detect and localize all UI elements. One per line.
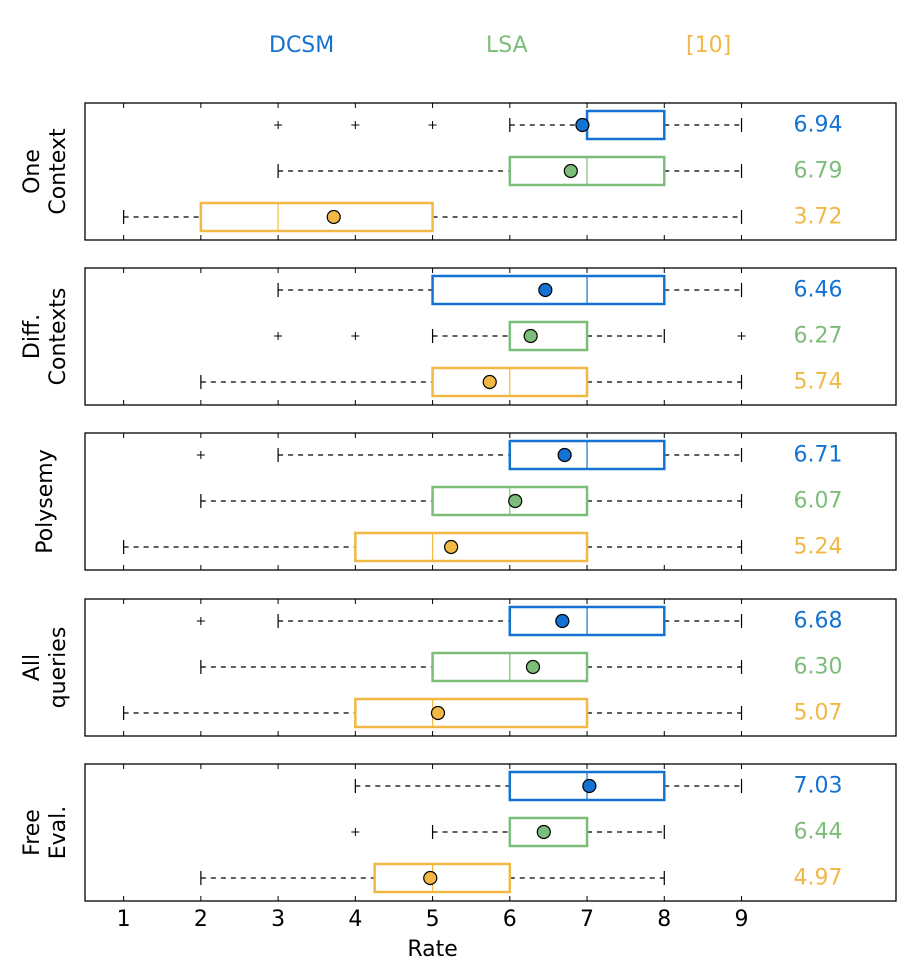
panel-label: Eval.	[46, 806, 71, 860]
panel-label: Contexts	[46, 288, 71, 386]
x-tick-label: 4	[348, 907, 362, 932]
panel-frame	[84, 102, 897, 241]
box-iqr	[585, 109, 666, 141]
x-tick-label: 5	[426, 907, 440, 932]
mean-point	[557, 447, 572, 463]
panel-frame	[84, 432, 897, 571]
panel-label: Context	[46, 128, 71, 215]
mean-value-label: 6.07	[794, 489, 843, 514]
box-iqr	[354, 697, 589, 729]
panel-label: Free	[20, 809, 45, 856]
panel-label: Diff.	[20, 314, 45, 359]
outlier-marker	[196, 451, 205, 459]
panel-label: queries	[46, 627, 71, 709]
mean-value-label: 6.68	[794, 609, 843, 634]
mean-value-label: 6.27	[794, 324, 843, 349]
mean-value-label: 5.24	[794, 535, 843, 560]
box-iqr	[508, 320, 589, 352]
mean-point	[555, 613, 570, 629]
x-tick-label: 7	[580, 907, 594, 932]
box-iqr	[431, 274, 666, 306]
mean-point	[523, 328, 538, 344]
outlier-marker	[428, 121, 437, 129]
mean-value-label: 6.94	[794, 113, 843, 138]
outlier-marker	[274, 332, 283, 340]
mean-point	[326, 209, 341, 225]
panel-label: One	[20, 149, 45, 194]
mean-value-label: 6.71	[794, 443, 843, 468]
box-iqr	[354, 531, 589, 563]
mean-value-label: 6.44	[794, 820, 843, 845]
mean-value-label: 6.79	[794, 159, 843, 184]
x-tick-label: 9	[735, 907, 749, 932]
box-iqr	[373, 862, 512, 894]
mean-point	[525, 659, 541, 675]
mean-point	[538, 282, 553, 298]
panel-label: Polysemy	[33, 449, 58, 554]
mean-point	[423, 870, 438, 886]
x-tick-label: 6	[503, 907, 517, 932]
mean-value-label: 3.72	[794, 205, 843, 230]
mean-value-label: 4.97	[794, 866, 843, 891]
panel-frame	[84, 763, 897, 902]
outlier-marker	[274, 121, 283, 129]
mean-value-label: 6.46	[794, 278, 843, 303]
x-tick-label: 2	[194, 907, 208, 932]
mean-point	[575, 117, 590, 133]
x-tick-label: 8	[657, 907, 671, 932]
mean-point	[482, 374, 497, 390]
x-axis-title: Rate	[407, 937, 457, 962]
outlier-marker	[196, 617, 205, 625]
mean-value-label: 6.30	[794, 655, 843, 680]
panel-label: All	[20, 654, 45, 681]
mean-value-label: 7.03	[794, 774, 843, 799]
x-tick-label: 1	[117, 907, 131, 932]
legend-item-dcsm: DCSM	[269, 33, 335, 58]
panel-frame	[84, 267, 897, 406]
mean-point	[536, 824, 551, 840]
outlier-marker	[351, 332, 360, 340]
outlier-marker	[737, 332, 746, 340]
x-tick-label: 3	[271, 907, 285, 932]
panel-frame	[84, 598, 897, 737]
legend-item-ref10: [10]	[686, 33, 732, 58]
mean-point	[430, 705, 446, 721]
legend-item-lsa: LSA	[486, 33, 528, 58]
mean-point	[582, 778, 597, 794]
outlier-marker	[351, 828, 360, 836]
mean-point	[508, 493, 523, 509]
outlier-marker	[351, 121, 360, 129]
mean-value-label: 5.74	[794, 370, 843, 395]
mean-point	[444, 539, 459, 555]
mean-point	[563, 163, 578, 179]
box-iqr	[199, 201, 434, 233]
mean-value-label: 5.07	[794, 701, 843, 726]
